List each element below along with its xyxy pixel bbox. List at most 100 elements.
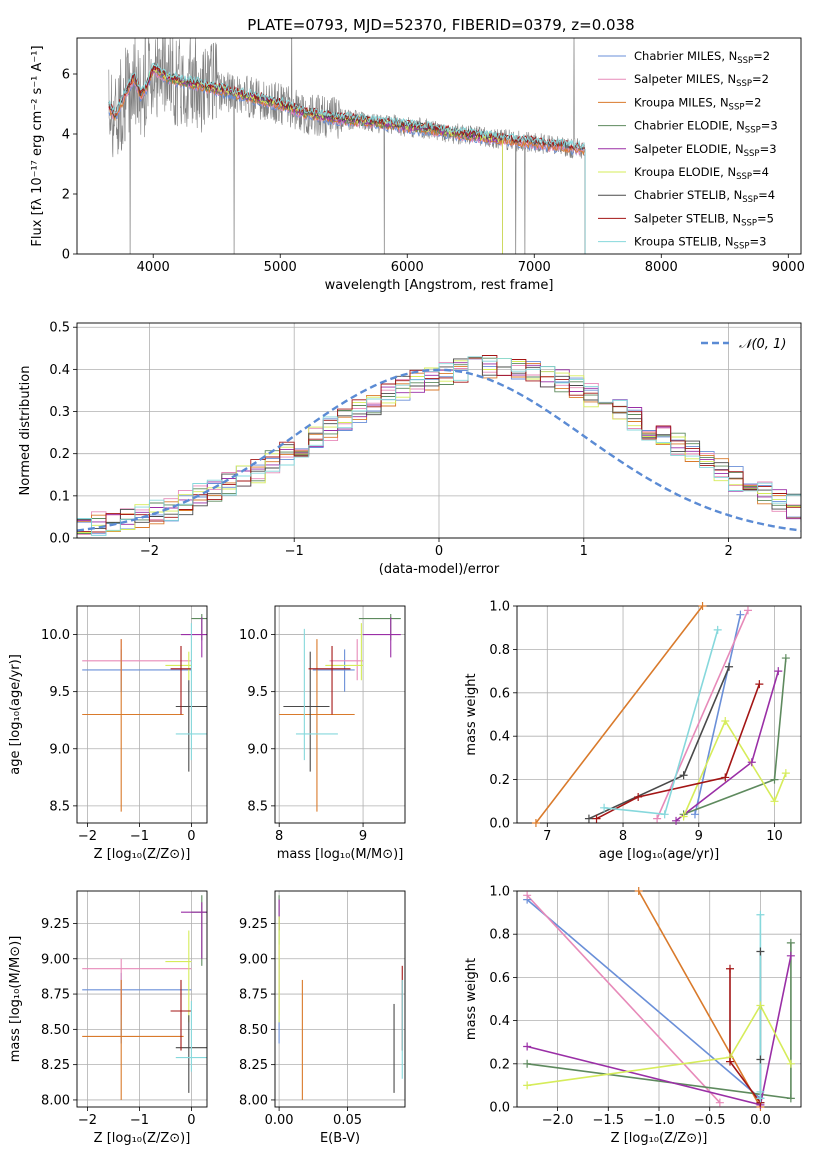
- weight-line-kroupa-elodie: [682, 719, 787, 817]
- mass_vs_Z-plot-area: [82, 895, 207, 1100]
- age_vs_mass-plot-area: [279, 613, 401, 812]
- data-point-marker: [786, 938, 795, 947]
- y-tick-label: 9.25: [41, 917, 70, 932]
- y-tick-label: 0.6: [489, 686, 510, 701]
- data-point-marker: [523, 1081, 532, 1090]
- x-tick-label: −0.5: [694, 1113, 726, 1128]
- age_vs_mass-panel: 8 9 8.5 9.0 9.5 10.0 mass [log₁₀(M/M⊙)]: [239, 605, 406, 862]
- data-point-marker: [713, 625, 722, 634]
- model-line-salpeter-stelib: [108, 64, 585, 150]
- y-axis-label: Flux [fλ 10⁻¹⁷ erg cm⁻² s⁻¹ A⁻¹]: [30, 45, 45, 246]
- legend-entry: Salpeter MILES, NSSP=2: [634, 72, 769, 89]
- data-point-marker: [726, 1057, 734, 1066]
- x-tick-label: −2: [78, 829, 97, 844]
- x-tick-label: −2: [140, 544, 159, 559]
- data-point-marker: [679, 812, 688, 821]
- y-tick-label: 0: [62, 248, 70, 263]
- data-point-marker: [743, 606, 752, 615]
- histogram-kroupa-stelib: [77, 356, 801, 536]
- y-tick-label: 0.4: [489, 730, 510, 745]
- x-tick-label: 2: [724, 544, 732, 559]
- model-line-chabrier-stelib: [108, 62, 585, 151]
- y-axis-label: age [log₁₀(age/yr)]: [8, 654, 23, 775]
- data-point-marker: [660, 810, 669, 819]
- x-tick-label: 8: [619, 829, 627, 844]
- data-point-marker: [786, 951, 795, 960]
- y-tick-label: 6: [62, 68, 70, 83]
- histogram-chabrier-stelib: [77, 356, 801, 530]
- spectrum-plot-area: [108, 38, 586, 254]
- weight_vs_age-plot-area: [535, 606, 787, 823]
- histogram-kroupa-elodie: [77, 357, 801, 533]
- x-tick-label: 0: [435, 544, 443, 559]
- y-tick-label: 9.25: [239, 917, 268, 932]
- data-point-marker: [726, 964, 734, 973]
- x-tick-label: −1.0: [643, 1113, 675, 1128]
- data-point-marker: [523, 1059, 532, 1068]
- data-point-marker: [756, 1001, 765, 1010]
- weight_vs_age-panel: 7 8 9 10 0.0 0.2 0.4 0.6 0.8 1.0 age [log₁₀(age/yr…: [464, 600, 802, 862]
- x-tick-label: 0.00: [265, 1113, 294, 1128]
- age_vs_Z-panel: −2 −1 0 8.5 9.0 9.5 10.0 Z [log₁₀(Z/Z⊙)] age [lo…: [8, 605, 208, 862]
- data-point-marker: [786, 1094, 795, 1103]
- x-tick-label: 4000: [137, 260, 170, 275]
- weight-line-salpeter-miles: [526, 894, 721, 1104]
- y-tick-label: 0.0: [489, 1101, 510, 1116]
- x-axis-label: Z [log₁₀(Z/Z⊙)]: [94, 847, 191, 862]
- y-tick-label: 4: [62, 128, 70, 143]
- x-tick-label: 8000: [645, 260, 678, 275]
- x-tick-label: −1: [130, 829, 149, 844]
- model-line-chabrier-elodie: [146, 66, 503, 144]
- legend-entry: Salpeter ELODIE, NSSP=3: [634, 142, 777, 159]
- y-tick-label: 10.0: [239, 628, 268, 643]
- y-tick-label: 0.2: [489, 773, 510, 788]
- x-tick-label: −1.5: [592, 1113, 624, 1128]
- y-tick-label: 8.00: [239, 1093, 268, 1108]
- y-tick-label: 1.0: [489, 885, 510, 900]
- y-tick-label: 8.50: [239, 1023, 268, 1038]
- legend-entry: Chabrier ELODIE, NSSP=3: [634, 119, 778, 136]
- x-axis-label: Z [log₁₀(Z/Z⊙)]: [94, 1131, 191, 1146]
- weight-line-kroupa-miles: [638, 891, 762, 1107]
- data-point-marker: [523, 891, 532, 900]
- y-tick-label: 0.8: [489, 928, 510, 943]
- y-tick-label: 0.6: [489, 971, 510, 986]
- x-tick-label: −1: [130, 1113, 149, 1128]
- x-axis-label: E(B-V): [320, 1131, 360, 1146]
- normal-distribution-curve: [77, 368, 801, 532]
- y-tick-label: 9.0: [247, 742, 268, 757]
- residuals-plot-area: [77, 355, 801, 536]
- weight-line-salpeter-miles: [656, 609, 749, 820]
- data-point-marker: [584, 814, 593, 823]
- x-tick-label: 9000: [772, 260, 805, 275]
- y-tick-label: 0.0: [489, 817, 510, 832]
- x-tick-label: 0: [187, 1113, 195, 1128]
- histogram-salpeter-stelib: [77, 355, 801, 533]
- legend-entry: Chabrier MILES, NSSP=2: [634, 49, 770, 66]
- y-tick-label: 0.0: [49, 532, 70, 547]
- y-axis-label: mass [log₁₀(M/M⊙)]: [8, 936, 23, 1063]
- plot-frame: [76, 322, 802, 539]
- y-tick-label: 8.5: [247, 799, 268, 814]
- data-point-marker: [770, 797, 779, 806]
- legend-entry: Kroupa STELIB, NSSP=3: [634, 235, 766, 252]
- legend-entry: 𝒩(0, 1): [739, 337, 786, 352]
- y-tick-label: 9.5: [49, 685, 70, 700]
- legend-entry: Chabrier STELIB, NSSP=4: [634, 188, 775, 205]
- data-point-marker: [592, 814, 601, 823]
- plot-frame: [76, 890, 208, 1108]
- x-tick-label: 10: [766, 829, 783, 844]
- y-tick-label: 1.0: [489, 600, 510, 615]
- histogram-kroupa-miles: [77, 358, 801, 533]
- histogram-chabrier-miles: [77, 358, 801, 535]
- data-point-marker: [756, 947, 765, 956]
- x-tick-label: 9: [695, 829, 703, 844]
- y-tick-label: 8.00: [41, 1093, 70, 1108]
- y-tick-label: 8.50: [41, 1023, 70, 1038]
- plot-frame: [76, 37, 802, 255]
- data-point-marker: [755, 680, 764, 689]
- y-tick-label: 9.5: [247, 685, 268, 700]
- data-point-marker: [756, 1087, 765, 1096]
- x-tick-label: 9: [359, 829, 367, 844]
